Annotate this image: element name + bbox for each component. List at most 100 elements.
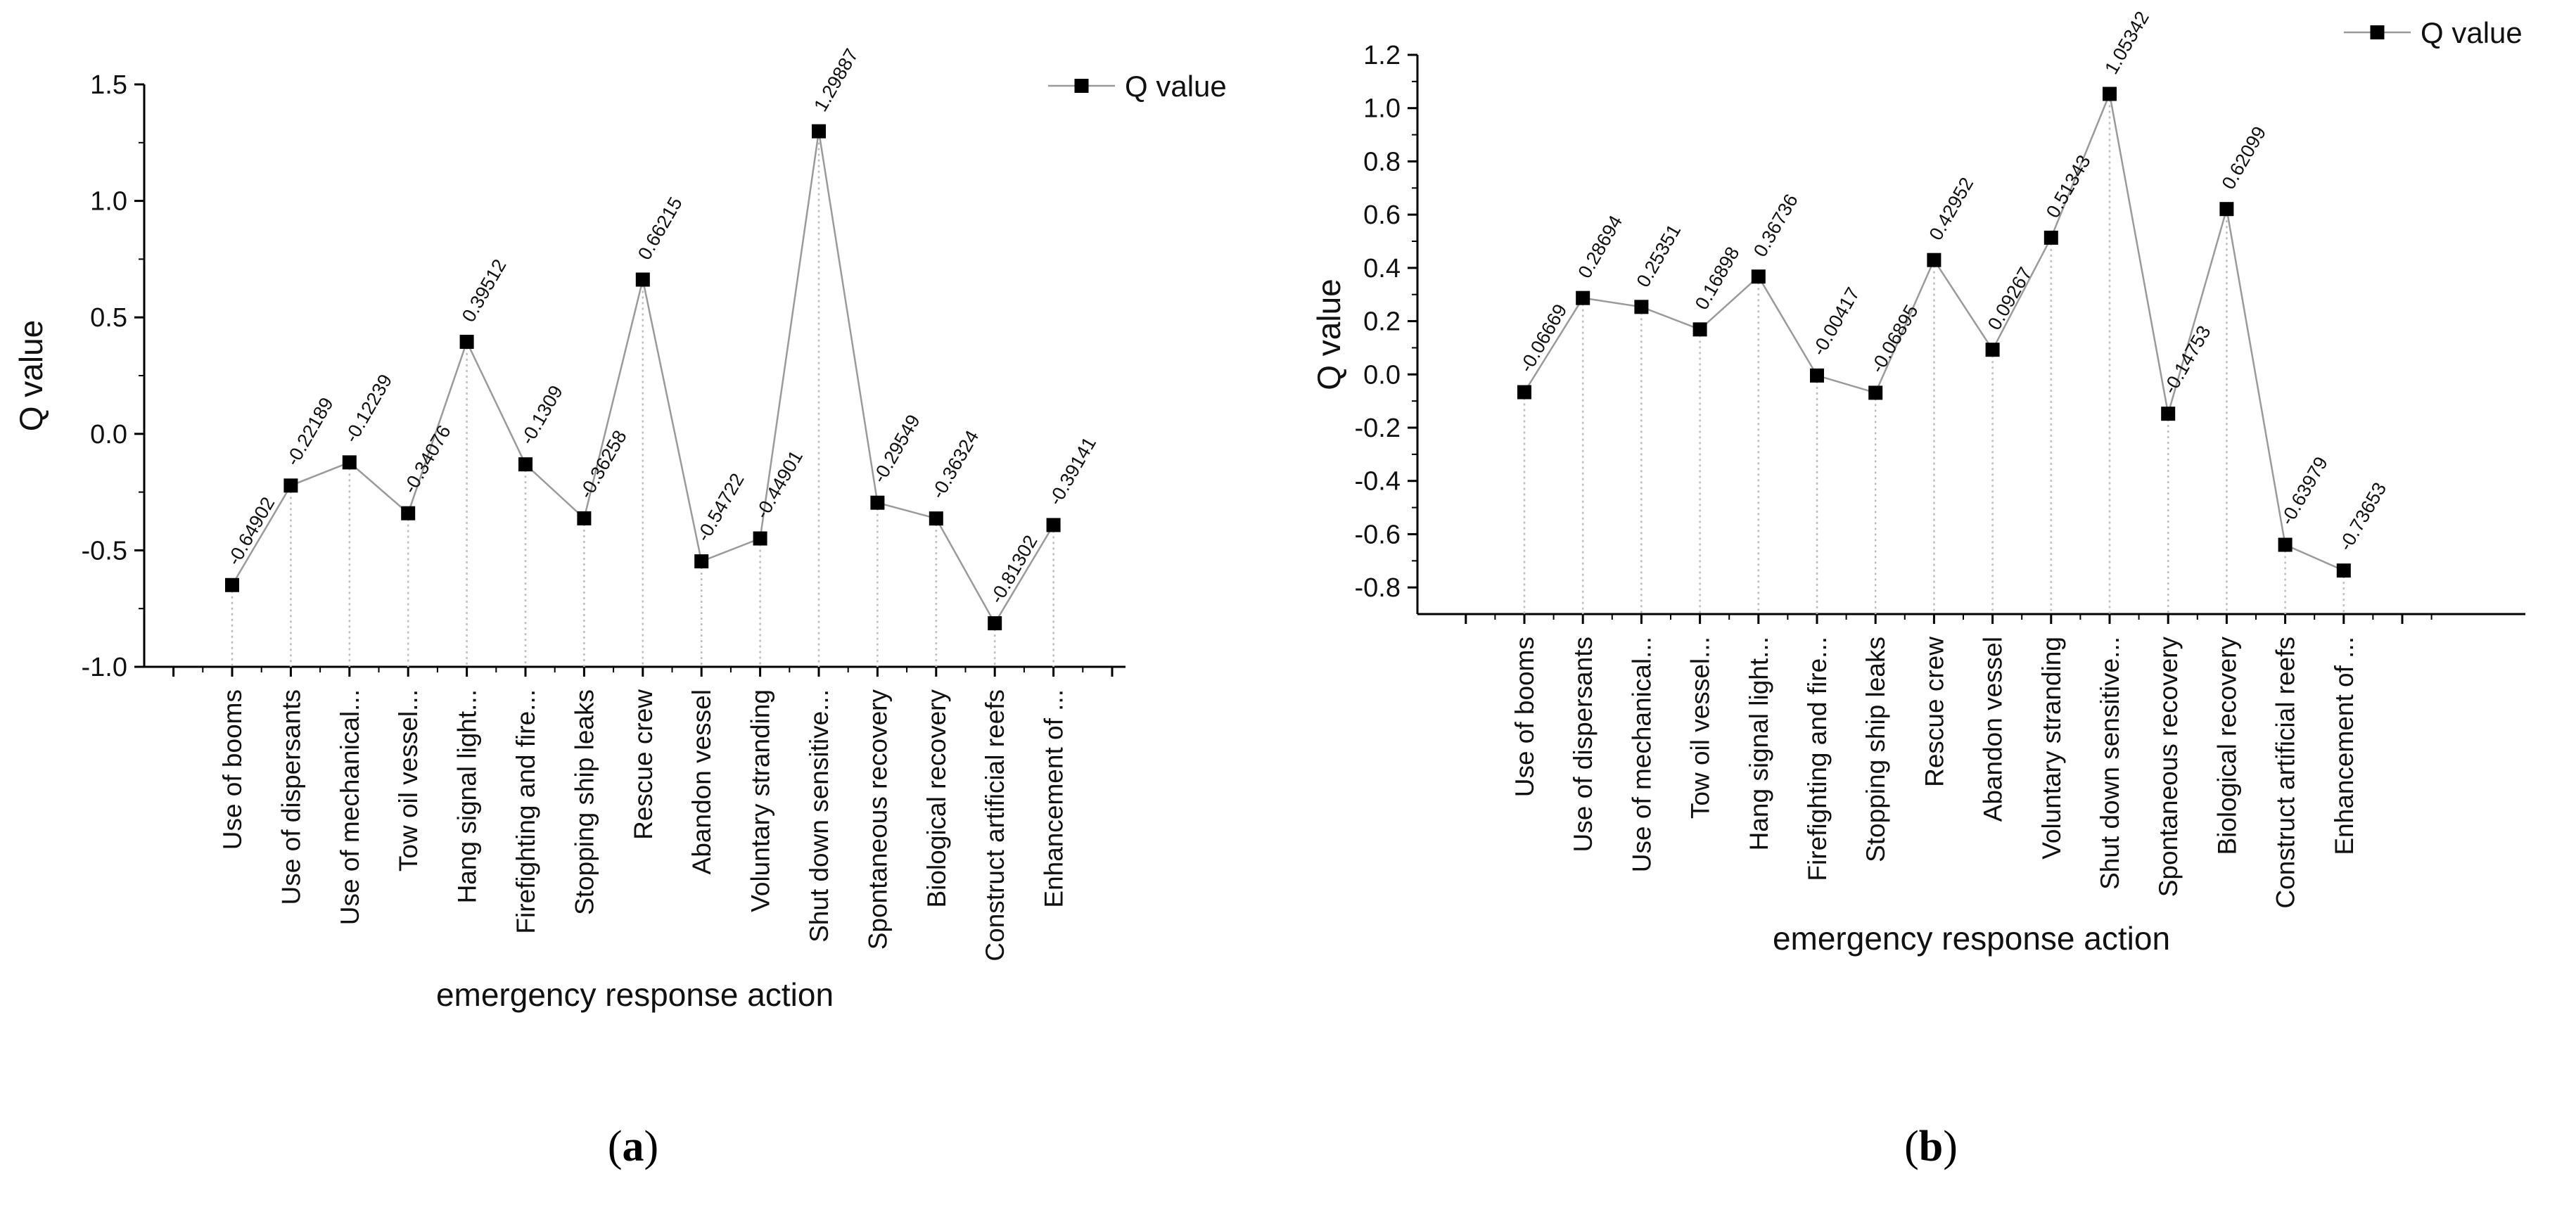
data-point-marker [1634,300,1649,314]
data-point-marker [1868,385,1883,400]
y-tick-label: -1.0 [82,653,127,682]
x-category-label: Spontaneous recovery [2154,637,2183,898]
data-point-marker [459,334,474,349]
data-point-marker [1576,291,1590,305]
y-tick-label: 0.4 [1363,254,1401,283]
data-label: -0.34076 [399,421,454,497]
data-label: -0.44901 [751,447,807,522]
y-tick-label: -0.2 [1355,414,1401,443]
y-tick-label: 0.5 [90,303,127,333]
q-value-series-line [1523,91,2345,572]
data-point-marker [518,457,533,472]
chart-panel-b: -0.8 -0.6 -0.4 -0.2 0.0 0.2 0.4 0.6 0.8 1.0 1.2 -0.… [1311,8,2525,1170]
data-label: -0.06669 [1515,300,1571,376]
y-tick-label: -0.5 [82,536,127,566]
data-label: -0.00417 [1808,284,1863,359]
y-tick-label: -0.6 [1355,520,1401,549]
x-category-label: Hang signal light... [1745,637,1773,850]
x-category-label: Spontaneous recovery [863,689,892,950]
data-label: 0.39512 [458,255,511,326]
y-tick-label: 0.2 [1363,307,1401,337]
data-point-marker [2278,537,2293,552]
data-point-marker [2219,202,2234,217]
data-label: -0.12239 [340,371,396,446]
x-axis-title: emergency response action [1773,920,2170,957]
data-label: 0.25351 [1633,221,1685,291]
x-category-label: Voluntary stranding [746,689,775,912]
x-category-label: Construct artificial reefs [981,689,1009,962]
y-tick-label: 1.5 [90,70,127,100]
x-category-label: Firefighting and fire... [1803,637,1832,881]
legend: Q value [1048,70,1227,103]
data-point-marker [2161,407,2176,421]
data-point-marker [1692,322,1707,337]
x-category-label: Shut down sensitive... [805,689,834,943]
y-axis-title: Q value [13,320,49,432]
x-category-label: Biological recovery [2212,637,2241,855]
data-point-marker [2336,563,2351,578]
y-tick-label: -0.4 [1355,467,1401,497]
x-category-label: Use of booms [218,689,247,850]
data-label: -0.39141 [1045,433,1100,509]
y-tick-label: 1.0 [90,187,127,217]
data-label: 0.51343 [2042,151,2095,222]
x-category-label: Abandon vessel [1979,637,2008,822]
y-tick-label: 0.8 [1363,147,1401,177]
data-point-marker [988,616,1002,631]
data-point-marker [401,506,416,521]
x-category-label: Use of mechanical... [1627,637,1656,872]
data-point-marker [225,577,239,592]
x-category-label: Rescue crew [629,689,658,840]
data-point-marker [1517,385,1531,400]
panel-label: (b) [1904,1123,1958,1170]
data-label: 0.62099 [2218,123,2271,193]
x-category-label: Rescue crew [1920,637,1949,787]
data-point-marker [812,124,826,139]
data-label: -0.36324 [927,427,983,502]
x-category-label: Use of booms [1510,637,1539,797]
x-category-label: Tow oil vessel... [1686,637,1715,819]
data-label: -0.14753 [2159,322,2214,397]
legend: Q value [2344,16,2523,49]
data-label: -0.63979 [2276,453,2332,528]
data-point-marker [283,478,298,493]
data-label: 1.05342 [2100,8,2153,78]
x-category-label: Stopping ship leaks [1861,637,1890,862]
data-point-marker [694,554,709,569]
x-category-label: Enhancement of ... [1040,689,1069,908]
x-category-label: Use of dispersants [1569,637,1598,852]
data-point-marker [1810,368,1824,383]
legend-label: Q value [2421,16,2523,49]
x-category-label: Enhancement of ... [2330,637,2359,855]
x-category-label: Voluntary stranding [2037,637,2066,860]
data-label: -0.54722 [692,470,748,545]
data-label: 0.09267 [1984,264,2036,334]
data-label: -0.1309 [516,382,567,448]
data-point-marker [870,495,885,510]
data-label: 0.28694 [1574,212,1626,282]
data-point-marker [1927,253,1941,267]
data-label: -0.22189 [282,394,338,469]
x-category-label: Use of dispersants [276,689,305,905]
data-point-marker [753,531,767,546]
x-category-label: Use of mechanical... [336,689,364,925]
x-category-label: Stopping ship leaks [570,689,599,915]
x-category-label: Biological recovery [922,689,951,908]
x-category-label: Abandon vessel [687,689,716,874]
legend-label: Q value [1125,70,1227,103]
y-tick-label: 1.0 [1363,94,1401,124]
legend-marker-icon [1074,79,1089,93]
data-point-marker [2103,87,2117,101]
data-point-marker [929,511,943,526]
legend-marker-icon [2370,25,2385,39]
data-point-marker [1046,518,1061,532]
panel-label: (a) [608,1123,658,1170]
chart-panel-a: -1.0-0.50.00.51.01.5-0.64902-0.22189 -0.1… [13,45,1227,1170]
x-category-label: Shut down sensitive... [2096,637,2124,890]
data-point-marker [1751,269,1766,284]
x-category-label: Tow oil vessel... [394,689,423,872]
y-tick-label: 1.2 [1363,41,1401,70]
data-label: 0.16898 [1691,243,1744,314]
data-point-marker [577,511,592,525]
